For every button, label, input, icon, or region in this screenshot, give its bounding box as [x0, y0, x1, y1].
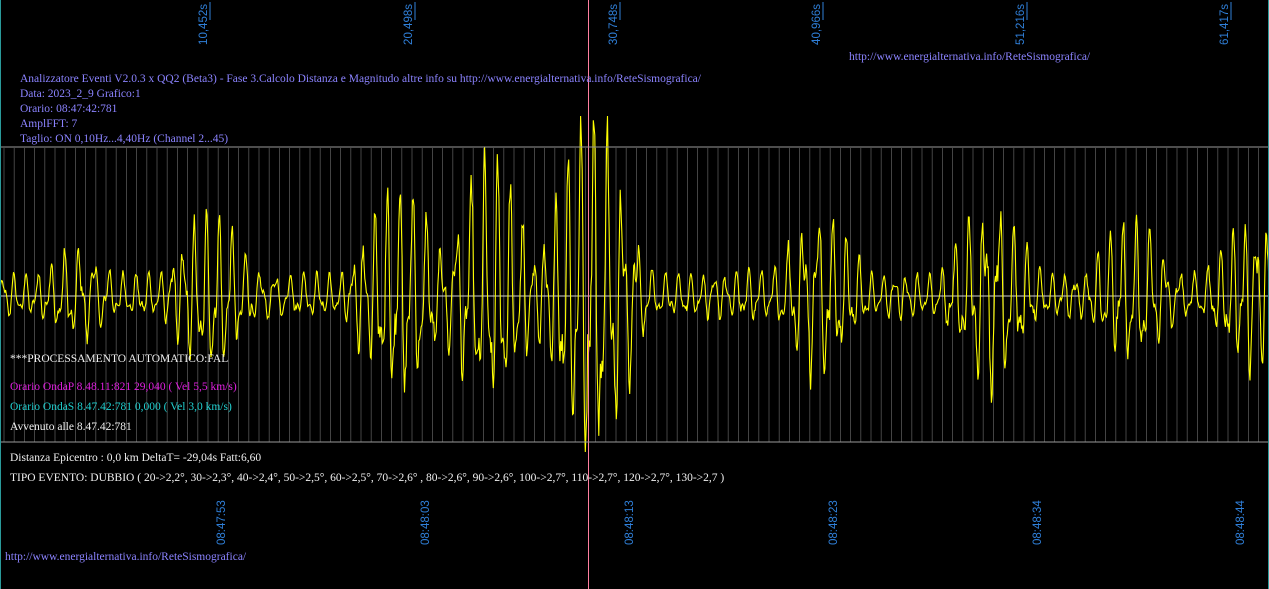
app-title-line: Analizzatore Eventi V2.0.3 x QQ2 (Beta3)…: [20, 73, 701, 85]
bottom-tick-label: 08:48:13: [624, 500, 636, 545]
auto-processing-label: ***PROCESSAMENTO AUTOMATICO:FAL: [10, 353, 229, 365]
bottom-tick-label: 08:47:53: [216, 500, 228, 545]
event-type: TIPO EVENTO: DUBBIO ( 20->2,2°, 30->2,3°…: [10, 472, 725, 484]
top-tick-label: 20,498s: [403, 4, 415, 45]
top-tick-label: 10,452s: [198, 4, 210, 45]
p-wave-time: Orario OndaP 8.48.11:821 29,040 ( Vel 5,…: [10, 381, 237, 393]
amplitude-line: AmplFFT: 7: [20, 118, 78, 130]
epicenter-distance: Distanza Epicentro : 0,0 km DeltaT= -29,…: [10, 452, 262, 464]
bottom-tick-label: 08:48:23: [828, 500, 840, 545]
s-wave-time: Orario OndaS 8.47.42:781 0,000 ( Vel 3,0…: [10, 401, 232, 413]
top-time-axis: 10,452s 20,498s 30,748s 40,966s 51,216s 61,41…: [198, 2, 1232, 45]
bottom-tick-label: 08:48:34: [1032, 500, 1044, 545]
filter-line: Taglio: ON 0,10Hz...4,40Hz (Channel 2...…: [20, 133, 229, 145]
time-line: Orario: 08:47:42:781: [20, 103, 118, 115]
date-line: Data: 2023_2_9 Grafico:1: [20, 88, 141, 100]
event-time: Avvenuto alle 8.47.42:781: [10, 421, 132, 433]
top-tick-label: 51,216s: [1015, 4, 1027, 45]
top-tick-label: 40,966s: [811, 4, 823, 45]
seismic-trace: [0, 115, 1269, 453]
bottom-tick-label: 08:48:03: [420, 500, 432, 545]
top-tick-label: 30,748s: [608, 4, 620, 45]
bottom-website-link[interactable]: http://www.energialternativa.info/ReteSi…: [5, 551, 247, 563]
top-tick-label: 61,417s: [1219, 4, 1231, 45]
top-website-link[interactable]: http://www.energialternativa.info/ReteSi…: [849, 51, 1091, 63]
bottom-tick-label: 08:48:44: [1235, 500, 1247, 545]
bottom-clock-axis: 08:47:53 08:48:03 08:48:13 08:48:23 08:48:34…: [216, 500, 1247, 545]
